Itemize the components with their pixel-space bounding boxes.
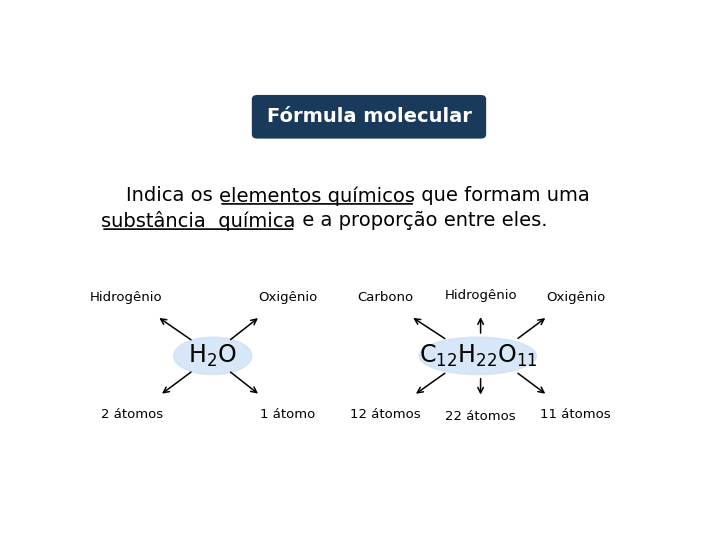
Text: Hidrogênio: Hidrogênio <box>90 291 163 304</box>
Text: 22 átomos: 22 átomos <box>445 410 516 423</box>
Text: Carbono: Carbono <box>358 291 414 304</box>
Text: 1 átomo: 1 átomo <box>261 408 315 421</box>
Text: e a proporção entre eles.: e a proporção entre eles. <box>295 211 547 230</box>
Text: 2 átomos: 2 átomos <box>101 408 163 421</box>
Text: Indica os: Indica os <box>101 186 219 205</box>
Text: Hidrogênio: Hidrogênio <box>444 289 517 302</box>
Text: elementos químicos: elementos químicos <box>219 186 415 206</box>
Text: Oxigênio: Oxigênio <box>258 291 318 304</box>
Text: Fórmula molecular: Fórmula molecular <box>266 107 472 126</box>
Ellipse shape <box>419 337 536 375</box>
Ellipse shape <box>174 337 252 375</box>
Text: 11 átomos: 11 átomos <box>540 408 611 421</box>
Text: C$_{12}$H$_{22}$O$_{11}$: C$_{12}$H$_{22}$O$_{11}$ <box>418 343 537 369</box>
Text: H$_2$O: H$_2$O <box>189 343 237 369</box>
Text: Oxigênio: Oxigênio <box>546 291 605 304</box>
Text: que formam uma: que formam uma <box>415 186 590 205</box>
FancyBboxPatch shape <box>252 95 486 139</box>
Text: substância  química: substância química <box>101 211 295 231</box>
Text: 12 átomos: 12 átomos <box>351 408 421 421</box>
